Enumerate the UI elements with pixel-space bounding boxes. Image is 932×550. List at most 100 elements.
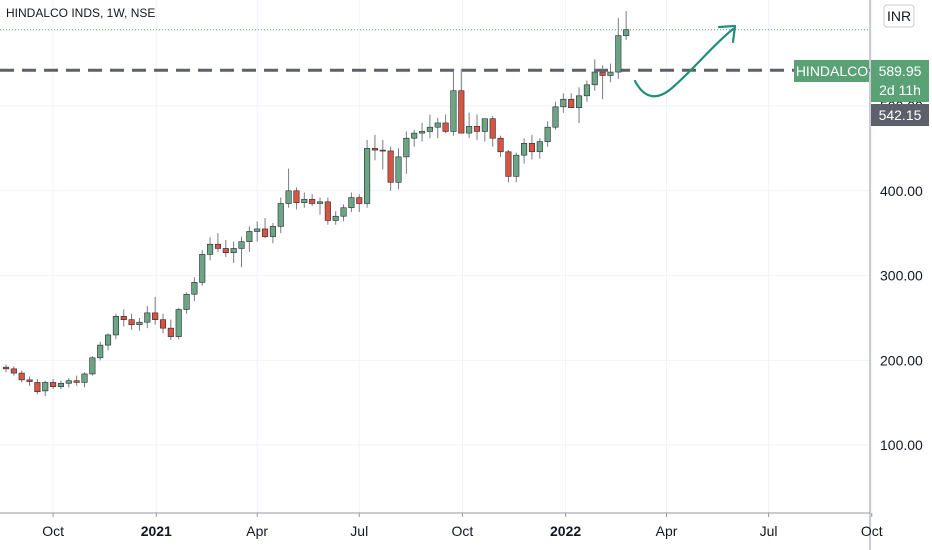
x-tick-label: Apr [246,523,268,539]
candle [10,366,17,376]
currency-button[interactable]: INR [883,4,915,28]
candle [167,319,174,341]
candle-body-down [261,228,269,237]
candle [513,152,520,183]
candle-body-up [560,98,567,108]
candle [136,317,143,331]
candle-body-up [81,373,88,383]
candle [324,197,331,225]
x-tick-label: Jul [760,523,778,539]
candle-body-up [575,95,583,108]
candle-body-down [371,148,379,151]
chart-title: HINDALCO INDS, 1W, NSE [6,6,155,20]
candle [34,379,41,395]
candle [207,237,214,261]
level-tag [871,104,929,126]
candle [112,313,119,340]
candle-body-down [387,150,394,183]
candle-body-up [105,334,112,346]
candle [466,112,473,139]
candle [152,296,159,325]
candle [591,59,598,91]
candle-body-up [136,321,143,326]
candle-body-up [332,215,339,221]
candle [552,101,559,130]
candle-body-down [214,243,221,249]
candle-body-up [348,197,355,209]
candle-body-up [238,241,245,249]
candle [481,118,488,142]
candle [183,292,190,314]
forecast-arrow-path [633,27,735,98]
candle-body-up [426,126,433,132]
candle [575,87,583,123]
candle [120,309,127,327]
candle-body-down [489,118,496,139]
candle-body-down [473,126,481,132]
candle-body-down [528,143,536,153]
candle-body-up [591,71,598,86]
candle-body-up [183,293,190,310]
candle [623,11,630,40]
candle-body-up [144,312,151,323]
x-tick-label: 2021 [141,523,172,539]
candle [450,70,457,136]
y-tick-label: 200.00 [880,352,923,368]
candle [583,80,590,102]
x-tick-label: Oct [861,523,883,539]
candle-body-up [42,382,49,392]
candle [340,204,347,222]
candle [418,122,426,142]
x-tick-label: 2022 [550,523,581,539]
candle-body-up [230,248,237,253]
candle [536,138,543,159]
candle [356,194,363,212]
candle [505,150,512,183]
candle [128,313,135,330]
candle-body-up [340,207,347,217]
candle-body-up [97,344,104,359]
candle-body-up [536,141,543,153]
candle [191,277,198,302]
candle-body-up [623,29,630,36]
candle [458,68,465,134]
candle [261,217,269,239]
candle [65,378,72,388]
y-tick-label: 100.00 [880,437,923,453]
candle [238,236,245,268]
candle-body-up [246,231,253,242]
forecast-arrow[interactable] [633,24,737,98]
candle-body-up [615,35,622,73]
candle-body-down [356,197,363,204]
grid [0,0,873,513]
symbol-label: HINDALCO [796,63,868,79]
candle-body-down [599,71,606,76]
candle-body-down [120,315,127,320]
candle [97,341,104,361]
candle [521,138,528,164]
candle [105,333,112,351]
candle-body-down [50,382,57,387]
candle-body-up [89,357,96,375]
candle-body-down [293,190,300,203]
candle [89,356,96,376]
x-tick-label: Apr [656,523,678,539]
candle [364,139,371,208]
candle-body-down [497,137,504,153]
candle [442,114,449,134]
candle [301,192,308,208]
candle-body-down [568,98,575,108]
candle [73,375,80,386]
time-axis[interactable]: Oct 2021 Apr Jul Oct 2022 Apr Jul Oct [42,513,883,539]
candle [26,376,33,386]
candle [411,129,418,147]
candle [395,148,402,190]
bar-countdown: 2d 11h [879,82,921,98]
candle-body-down [10,368,17,374]
candle [309,194,316,207]
candle [497,135,504,157]
candle-body-up [199,254,206,283]
candle [332,211,339,225]
